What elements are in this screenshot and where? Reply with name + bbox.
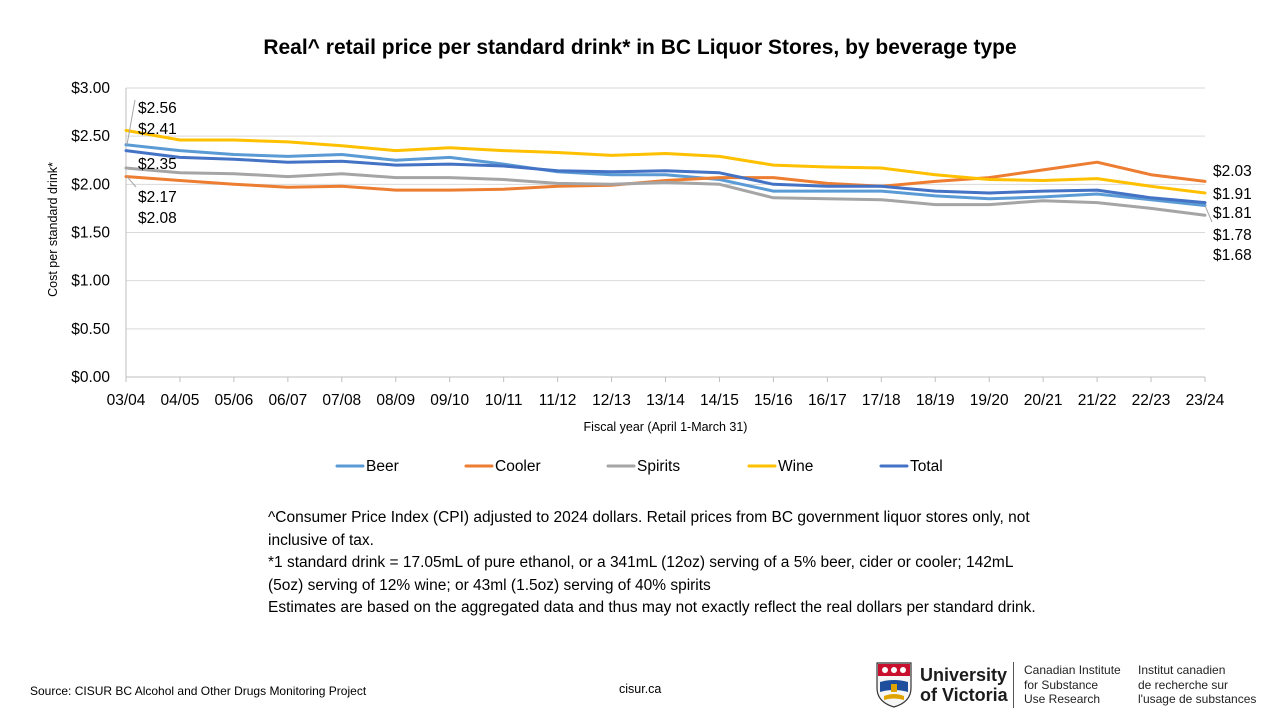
series-line-spirits [124, 166, 1207, 217]
x-tick-label: 21/22 [1078, 392, 1117, 409]
institute-name-fr: Institut canadien de recherche sur l'usa… [1138, 663, 1257, 706]
legend-label-spirits: Spirits [637, 458, 680, 475]
chart-notes: ^Consumer Price Index (CPI) adjusted to … [268, 507, 1048, 620]
legend-label-total: Total [910, 458, 943, 475]
note-estimates: Estimates are based on the aggregated da… [268, 599, 1036, 616]
x-tick-label: 03/04 [107, 392, 146, 409]
logo-divider [1013, 662, 1014, 708]
university-name: University of Victoria [920, 665, 1008, 705]
x-axis-title: Fiscal year (April 1-March 31) [584, 420, 748, 434]
x-tick-label: 19/20 [970, 392, 1009, 409]
end-value-label: $1.91 [1213, 186, 1252, 203]
start-value-label: $2.08 [138, 210, 177, 227]
series-line-total [124, 149, 1207, 205]
x-tick-label: 06/07 [268, 392, 307, 409]
note-standard-drink: *1 standard drink = 17.05mL of pure etha… [268, 554, 1013, 594]
start-value-label: $2.56 [138, 100, 177, 117]
end-value-label: $2.03 [1213, 163, 1252, 180]
x-tick-label: 08/09 [376, 392, 415, 409]
x-tick-label: 09/10 [430, 392, 469, 409]
uvic-crest-icon [876, 662, 912, 708]
y-tick-label: $2.00 [71, 176, 110, 193]
note-cpi: ^Consumer Price Index (CPI) adjusted to … [268, 509, 1030, 549]
x-tick-label: 10/11 [485, 392, 523, 409]
x-tick-label: 12/13 [592, 392, 631, 409]
website-link[interactable]: cisur.ca [619, 682, 662, 696]
series-line-wine [124, 128, 1207, 195]
end-value-label: $1.78 [1213, 227, 1252, 244]
x-tick-label: 22/23 [1132, 392, 1171, 409]
x-tick-label: 18/19 [916, 392, 955, 409]
y-axis-title: Cost per standard drink* [46, 162, 60, 297]
y-tick-label: $0.50 [71, 321, 110, 338]
x-tick-label: 13/14 [646, 392, 685, 409]
legend-label-beer: Beer [366, 458, 399, 475]
legend-label-wine: Wine [778, 458, 813, 475]
series-line-beer [124, 143, 1207, 207]
leader-line [126, 176, 137, 188]
x-tick-label: 14/15 [700, 392, 739, 409]
x-tick-label: 23/24 [1186, 392, 1225, 409]
leader-line [1204, 205, 1213, 223]
x-tick-label: 04/05 [161, 392, 200, 409]
chart-title: Real^ retail price per standard drink* i… [263, 36, 1017, 59]
source-text: Source: CISUR BC Alcohol and Other Drugs… [30, 684, 367, 698]
y-tick-label: $1.50 [71, 225, 110, 242]
y-tick-label: $3.00 [71, 80, 110, 97]
x-tick-label: 11/12 [539, 392, 577, 409]
leader-line [126, 99, 136, 145]
x-tick-label: 15/16 [754, 392, 793, 409]
end-value-label: $1.68 [1213, 247, 1252, 264]
uvic-cisur-logo: University of Victoria Canadian Institut… [876, 660, 1266, 710]
x-tick-label: 17/18 [862, 392, 901, 409]
series-line-cooler [124, 160, 1207, 192]
x-tick-label: 05/06 [215, 392, 254, 409]
legend-label-cooler: Cooler [495, 458, 541, 475]
line-chart: $0.00 $0.50 $1.00 $1.50 $2.00 $2.50 $3.00 03/04… [46, 80, 1252, 475]
x-tick-label: 07/08 [322, 392, 361, 409]
x-tick-label: 20/21 [1024, 392, 1063, 409]
start-value-label: $2.35 [138, 156, 177, 173]
x-tick-label: 16/17 [808, 392, 847, 409]
start-value-label: $2.17 [138, 189, 177, 206]
y-tick-label: $0.00 [71, 369, 110, 386]
end-value-label: $1.81 [1213, 205, 1252, 222]
institute-name-en: Canadian Institute for Substance Use Res… [1024, 663, 1121, 706]
y-tick-label: $2.50 [71, 128, 110, 145]
start-value-label: $2.41 [138, 121, 177, 138]
y-tick-label: $1.00 [71, 273, 110, 290]
